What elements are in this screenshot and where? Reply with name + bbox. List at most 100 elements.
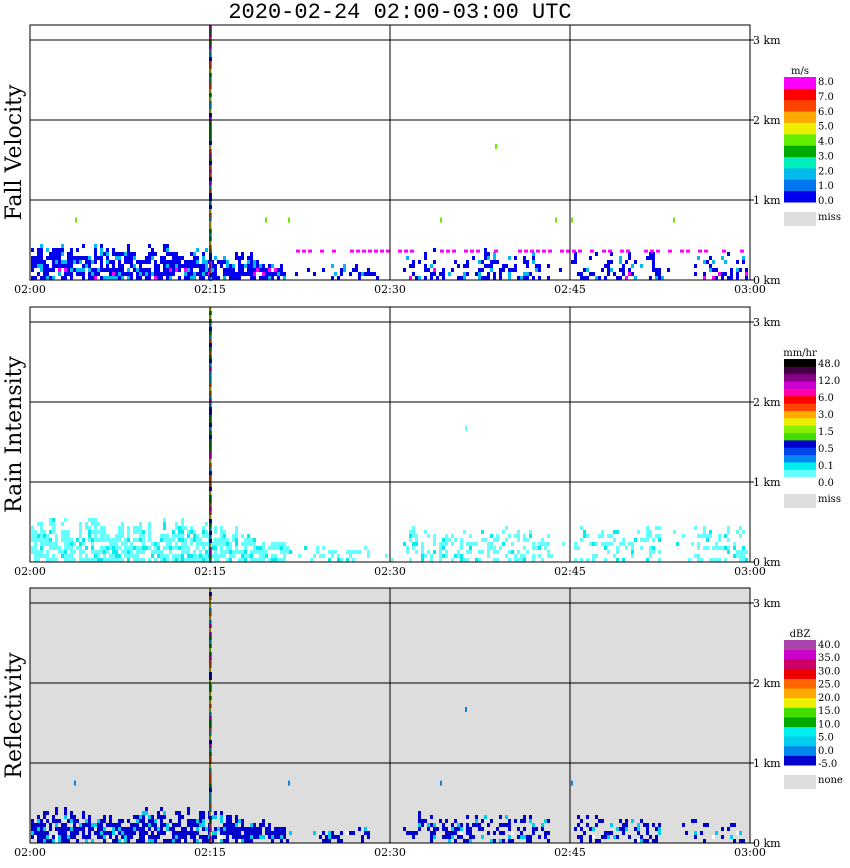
echo-cell — [613, 538, 616, 542]
echo-cell — [730, 835, 733, 839]
echo-cell — [139, 538, 142, 542]
echo-cell — [610, 534, 613, 538]
echo-cell — [37, 823, 40, 827]
echo-cell — [64, 811, 67, 815]
echo-cell — [235, 272, 238, 276]
echo-cell — [433, 827, 436, 831]
echo-cell — [706, 534, 709, 538]
echo-cell — [199, 550, 202, 554]
echo-cell — [178, 534, 181, 538]
echo-cell — [220, 839, 223, 843]
echo-cell — [355, 264, 358, 268]
echo-cell — [229, 542, 232, 546]
echo-cell — [481, 538, 484, 542]
colorbar-swatch — [784, 156, 816, 169]
echo-cell — [280, 264, 283, 268]
echo-cell — [238, 264, 241, 268]
echo-cell — [52, 248, 55, 252]
echo-cell — [64, 534, 67, 538]
echo-cell — [466, 272, 469, 276]
echo-cell — [268, 276, 271, 280]
echo-cell — [67, 260, 70, 264]
echo-cell — [109, 260, 112, 264]
echo-cell — [709, 268, 712, 272]
echo-cell — [412, 260, 415, 264]
echo-cell — [67, 558, 70, 562]
echo-cell — [160, 831, 163, 835]
echo-cell — [262, 819, 265, 823]
echo-cell — [169, 550, 172, 554]
echo-cell — [250, 276, 253, 280]
echo-cell — [727, 827, 730, 831]
echo-cell — [235, 546, 238, 550]
echo-cell — [418, 276, 421, 280]
echo-cell — [739, 554, 742, 558]
echo-cell — [136, 538, 139, 542]
echo-cell — [46, 550, 49, 554]
echo-cell — [253, 538, 256, 542]
echo-cell — [298, 554, 301, 558]
echo-cell — [139, 558, 142, 562]
echo-cell — [160, 823, 163, 827]
echo-cell — [139, 550, 142, 554]
echo-cell — [452, 249, 456, 253]
echo-cell — [412, 534, 415, 538]
echo-cell — [166, 268, 169, 272]
echo-cell — [235, 534, 238, 538]
echo-cell — [694, 819, 697, 823]
echo-cell — [73, 835, 76, 839]
echo-cell — [229, 831, 232, 835]
echo-cell — [370, 272, 373, 276]
echo-cell — [502, 264, 505, 268]
echo-cell — [538, 264, 541, 268]
echo-cell — [439, 546, 442, 550]
echo-cell — [94, 831, 97, 835]
echo-cell — [616, 550, 619, 554]
echo-cell — [283, 835, 286, 839]
echo-cell — [205, 248, 208, 252]
echo-cell — [37, 248, 40, 252]
echo-cell — [742, 260, 745, 264]
echo-cell — [67, 252, 70, 256]
echo-cell — [37, 534, 40, 538]
echo-cell — [202, 558, 205, 562]
echo-cell — [445, 534, 448, 538]
echo-cell — [274, 268, 277, 272]
echo-cell — [166, 252, 169, 256]
echo-cell — [199, 554, 202, 558]
echo-cell — [148, 823, 151, 827]
echo-cell — [181, 526, 184, 530]
echo-cell — [97, 558, 100, 562]
echo-cell — [148, 530, 151, 534]
echo-cell — [742, 554, 745, 558]
echo-cell — [484, 538, 487, 542]
echo-cell — [583, 534, 586, 538]
echo-cell — [121, 819, 124, 823]
echo-cell — [31, 260, 34, 264]
echo-cell — [121, 252, 124, 256]
echo-cell — [451, 542, 454, 546]
echo-cell — [658, 538, 661, 542]
echo-cell — [307, 268, 310, 272]
echo-cell — [112, 264, 115, 268]
echo-cell — [412, 831, 415, 835]
echo-cell — [103, 538, 106, 542]
echo-cell — [607, 835, 610, 839]
echo-cell — [541, 542, 544, 546]
echo-cell — [187, 811, 190, 815]
echo-cell — [37, 260, 40, 264]
echo-cell — [286, 550, 289, 554]
echo-cell — [142, 558, 145, 562]
echo-cell — [373, 272, 376, 276]
echo-cell — [46, 811, 49, 815]
echo-cell — [256, 827, 259, 831]
echo-cell — [64, 554, 67, 558]
echo-cell — [217, 276, 220, 280]
echo-cell — [502, 823, 505, 827]
echo-cell — [742, 546, 745, 550]
colorbar-label: 1.0 — [818, 181, 834, 192]
echo-cell — [73, 260, 76, 264]
echo-cell — [649, 546, 652, 550]
echo-cell — [496, 827, 499, 831]
echo-cell — [94, 522, 97, 526]
